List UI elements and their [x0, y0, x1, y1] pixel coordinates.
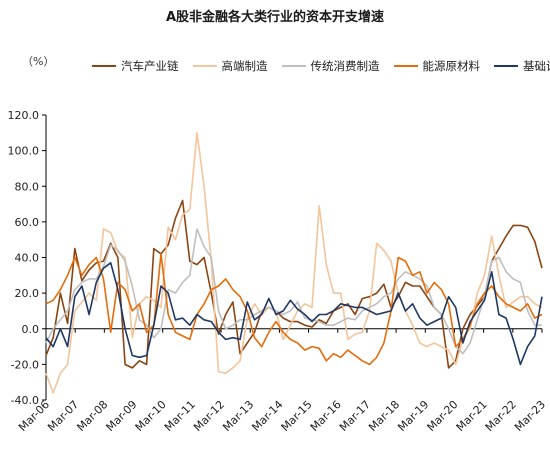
chart-title: A股非金融各大类行业的资本开支增速: [165, 10, 385, 25]
y-tick-label: 0.0: [22, 323, 40, 336]
y-tick-label: -20.0: [11, 358, 39, 371]
x-tick-label: Mar-18: [366, 398, 402, 434]
series-layer: [45, 132, 543, 394]
x-tick-label: Mar-09: [104, 398, 140, 434]
x-tick-label: Mar-11: [162, 398, 198, 434]
x-tick-label: Mar-13: [220, 398, 256, 434]
legend-label: 基础设施: [523, 59, 550, 73]
x-tick-label: Mar-17: [337, 398, 373, 434]
y-tick-label: 40.0: [15, 252, 40, 265]
legend-swatch: [281, 65, 306, 67]
series-line-2: [45, 132, 543, 394]
legend-swatch: [192, 65, 217, 67]
series-line-1: [45, 199, 543, 369]
y-tick-label: -40.0: [11, 394, 39, 407]
unit-label: （%）: [22, 55, 55, 68]
y-tick-label: 100.0: [8, 145, 40, 158]
x-tick-label: Mar-07: [45, 398, 81, 434]
legend: 汽车产业链 高端制造 传统消费制造 能源原材料 基础设施: [92, 58, 550, 74]
x-tick-label: Mar-12: [191, 398, 227, 434]
legend-item-1: 汽车产业链: [92, 58, 179, 74]
series-line-5: [45, 261, 543, 366]
legend-label: 高端制造: [221, 59, 268, 73]
legend-label: 能源原材料: [422, 59, 481, 73]
x-tick-label: Mar-23: [512, 398, 548, 434]
x-tick-label: Mar-19: [395, 398, 431, 434]
x-tick-label: Mar-15: [279, 398, 315, 434]
legend-item-2: 高端制造: [192, 58, 268, 74]
y-tick-label: 60.0: [15, 216, 40, 229]
x-tick-label: Mar-10: [133, 398, 169, 434]
x-tick-label: Mar-08: [74, 398, 110, 434]
x-tick-label: Mar-14: [249, 398, 285, 434]
x-tick-label: Mar-21: [454, 398, 490, 434]
legend-item-5: 基础设施: [494, 58, 550, 74]
legend-item-3: 传统消费制造: [281, 58, 380, 74]
series-line-4: [45, 253, 543, 366]
x-tick-label: Mar-22: [483, 398, 519, 434]
legend-swatch: [494, 65, 518, 67]
legend-item-4: 能源原材料: [393, 58, 481, 74]
legend-swatch: [92, 65, 116, 67]
legend-label: 汽车产业链: [121, 59, 179, 73]
x-tick-label: Mar-16: [308, 398, 344, 434]
y-tick-label: 20.0: [15, 287, 40, 300]
y-tick-label: 80.0: [15, 180, 40, 193]
series-line-3: [45, 228, 542, 355]
legend-swatch: [393, 65, 418, 67]
legend-label: 传统消费制造: [310, 59, 380, 73]
x-tick-label: Mar-20: [425, 398, 461, 434]
y-tick-label: 120.0: [8, 109, 40, 122]
